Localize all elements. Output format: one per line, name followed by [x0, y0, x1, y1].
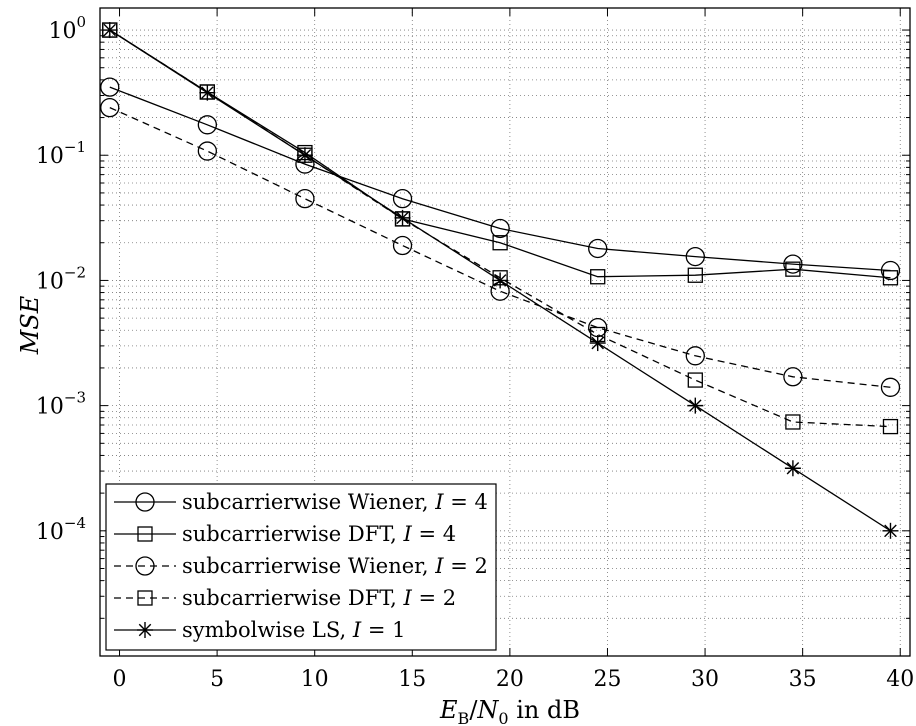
data-point	[685, 346, 705, 366]
data-point	[785, 261, 801, 277]
x-tick-label: 30	[691, 667, 719, 692]
y-tick-label: 10−4	[36, 514, 86, 545]
legend-label: subcarrierwise Wiener, I = 2	[182, 554, 488, 578]
x-tick-label: 10	[301, 667, 329, 692]
data-point	[394, 209, 411, 226]
y-tick-label: 10−2	[36, 263, 86, 294]
data-point	[589, 335, 606, 352]
data-point	[392, 189, 413, 209]
plot-frame	[99, 7, 911, 657]
legend-item: subcarrierwise DFT, I = 4	[114, 522, 456, 546]
star-stroke	[298, 148, 312, 162]
data-point	[197, 115, 217, 135]
x-tick-label: 20	[496, 667, 524, 692]
legend-item: subcarrierwise DFT, I = 2	[114, 586, 456, 610]
x-tick-label: 15	[398, 667, 426, 692]
series-1	[100, 77, 901, 281]
star-stroke	[201, 86, 214, 99]
legend-item: subcarrierwise Wiener, I = 4	[114, 490, 488, 514]
data-point	[100, 97, 120, 118]
star-stroke	[884, 524, 897, 538]
data-point	[783, 367, 803, 387]
x-label-n: N	[476, 696, 499, 724]
legend-label: subcarrierwise DFT, I = 4	[182, 522, 456, 546]
legend-item: symbolwise LS, I = 1	[114, 618, 405, 642]
data-point	[685, 246, 705, 267]
legend-marker	[135, 556, 155, 576]
star-stroke	[103, 23, 117, 37]
data-point	[882, 522, 899, 539]
y-tick-label: 10−1	[36, 138, 86, 169]
data-point	[880, 377, 901, 397]
data-point	[492, 235, 508, 251]
data-point	[490, 218, 510, 239]
data-point	[588, 238, 608, 259]
x-tick-label: 5	[210, 667, 224, 692]
legend-box	[105, 483, 497, 651]
star-stroke	[689, 399, 702, 412]
x-label-0: 0	[498, 709, 508, 726]
data-point	[785, 414, 801, 430]
data-point	[784, 460, 801, 477]
legend-marker	[135, 492, 155, 512]
star-stroke	[591, 336, 604, 350]
data-point	[880, 260, 901, 281]
y-axis-label: MSE	[16, 295, 44, 355]
data-point	[100, 77, 120, 97]
data-point	[101, 22, 118, 39]
data-point	[882, 418, 899, 435]
legend-item: subcarrierwise Wiener, I = 2	[114, 554, 488, 578]
x-tick-label: 25	[593, 667, 621, 692]
x-tick-label: 40	[886, 667, 914, 692]
data-point	[882, 270, 899, 286]
data-point	[199, 84, 216, 101]
data-point	[295, 189, 315, 209]
legend: subcarrierwise Wiener, I = 4 subcarrierwi…	[105, 483, 497, 651]
legend-label: subcarrierwise Wiener, I = 4	[182, 490, 488, 514]
data-point	[296, 147, 313, 164]
data-point	[687, 397, 704, 414]
ticks: 0 5 10 15 20 25 30 35 40 10−4 10−3 10−2 10−1 100	[36, 8, 914, 692]
series-5	[101, 22, 899, 539]
x-label-rest: in dB	[509, 696, 580, 724]
star-stroke	[493, 274, 507, 287]
x-tick-label: 0	[113, 667, 127, 692]
x-label-e: E	[439, 696, 458, 724]
star-stroke	[786, 461, 800, 475]
y-tick-label: 10−3	[36, 389, 86, 420]
x-label-b: B	[458, 709, 470, 726]
legend-marker	[137, 590, 153, 606]
data-point	[492, 272, 509, 289]
legend-label: symbolwise LS, I = 1	[182, 618, 405, 642]
x-label-slash: /	[469, 696, 478, 724]
y-tick-label: 100	[48, 13, 86, 44]
data-point	[783, 254, 803, 274]
x-tick-label: 35	[789, 667, 817, 692]
data-point	[392, 235, 413, 256]
data-point	[590, 269, 606, 285]
x-axis-label: EB/N0 in dB	[439, 696, 580, 726]
data-point	[687, 267, 703, 283]
data-point	[197, 141, 217, 161]
star-stroke	[396, 211, 409, 225]
legend-marker	[137, 622, 153, 638]
series-line	[109, 29, 891, 279]
legend-marker	[137, 526, 153, 542]
data-point	[687, 372, 703, 388]
star-stroke	[138, 623, 152, 637]
series-line	[109, 86, 891, 272]
series-layer	[100, 22, 901, 539]
legend-label: subcarrierwise DFT, I = 2	[182, 586, 456, 610]
